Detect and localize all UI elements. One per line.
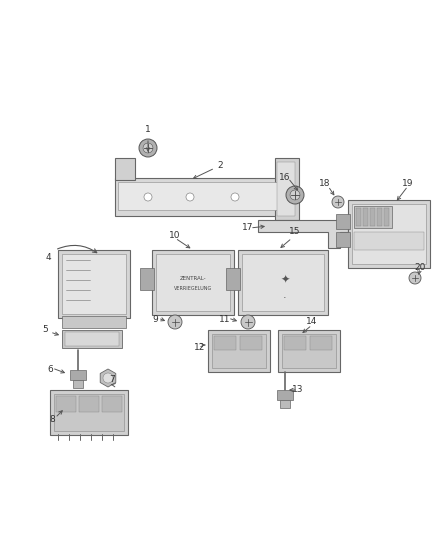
Text: 5: 5 — [42, 326, 48, 335]
Circle shape — [286, 186, 304, 204]
Text: 1: 1 — [145, 125, 151, 134]
Text: 4: 4 — [45, 254, 51, 262]
Polygon shape — [100, 369, 116, 387]
Circle shape — [168, 315, 182, 329]
Bar — [56, 396, 76, 412]
Text: ✦: ✦ — [280, 275, 290, 285]
Circle shape — [409, 272, 421, 284]
Bar — [140, 268, 154, 290]
Bar — [280, 400, 290, 408]
Text: VERRIEGELUNG: VERRIEGELUNG — [174, 286, 212, 290]
Bar — [118, 182, 290, 210]
Bar — [62, 316, 126, 328]
Bar — [336, 214, 350, 229]
Text: 20: 20 — [414, 263, 426, 272]
Bar — [70, 370, 86, 380]
Text: .: . — [283, 290, 287, 300]
Bar — [79, 396, 99, 412]
Text: 11: 11 — [219, 316, 231, 325]
Bar — [384, 208, 389, 226]
Text: 2: 2 — [217, 160, 223, 169]
Bar — [278, 330, 340, 372]
Text: 8: 8 — [49, 416, 55, 424]
Polygon shape — [258, 220, 348, 248]
Bar — [275, 158, 299, 220]
Bar — [226, 268, 240, 290]
Circle shape — [139, 139, 157, 157]
Circle shape — [290, 190, 300, 200]
Text: 19: 19 — [402, 179, 414, 188]
Bar — [50, 390, 128, 435]
Bar — [156, 254, 230, 311]
Bar — [115, 158, 135, 180]
Circle shape — [103, 373, 113, 383]
Bar — [54, 394, 124, 431]
Bar — [242, 254, 324, 311]
Bar — [336, 232, 350, 247]
Circle shape — [332, 196, 344, 208]
Bar — [65, 332, 119, 346]
Circle shape — [231, 193, 239, 201]
Bar — [208, 330, 270, 372]
Bar — [356, 208, 361, 226]
Text: 12: 12 — [194, 343, 206, 352]
Bar — [277, 162, 295, 216]
Bar — [240, 336, 262, 350]
Text: 18: 18 — [319, 179, 331, 188]
Bar — [152, 250, 234, 315]
Bar — [115, 178, 293, 216]
Text: 9: 9 — [152, 316, 158, 325]
Circle shape — [241, 315, 255, 329]
Bar — [354, 206, 392, 228]
Text: 6: 6 — [47, 366, 53, 375]
Text: ZENTRAL-: ZENTRAL- — [180, 276, 206, 280]
Bar — [282, 334, 336, 368]
Circle shape — [144, 193, 152, 201]
Text: 17: 17 — [242, 223, 254, 232]
Bar — [58, 250, 130, 318]
Text: 10: 10 — [169, 230, 181, 239]
Bar — [277, 390, 293, 400]
Bar — [354, 232, 424, 250]
Circle shape — [186, 193, 194, 201]
Bar — [348, 200, 430, 268]
Text: 16: 16 — [279, 174, 291, 182]
Circle shape — [143, 143, 153, 153]
Bar — [73, 380, 83, 388]
Bar — [352, 204, 426, 264]
Text: 15: 15 — [289, 228, 301, 237]
Text: 14: 14 — [306, 318, 318, 327]
Bar — [310, 336, 332, 350]
Text: 13: 13 — [292, 385, 304, 394]
Bar — [62, 254, 126, 314]
Bar — [212, 334, 266, 368]
Bar — [370, 208, 375, 226]
Bar — [102, 396, 122, 412]
Bar — [214, 336, 236, 350]
Bar — [363, 208, 368, 226]
Text: 7: 7 — [109, 376, 115, 384]
Bar — [238, 250, 328, 315]
Bar — [284, 336, 306, 350]
Bar — [62, 330, 122, 348]
Bar — [377, 208, 382, 226]
